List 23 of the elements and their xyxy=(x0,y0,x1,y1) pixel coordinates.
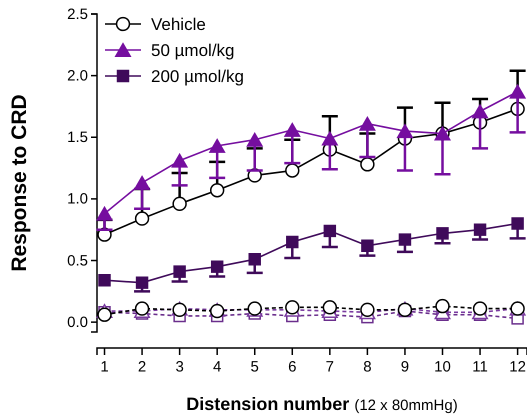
legend-label: 50 µmol/kg xyxy=(151,40,234,60)
x-tick-label: 1 xyxy=(100,358,109,376)
y-tick-label: 1.0 xyxy=(67,190,88,208)
x-tick-label: 12 xyxy=(509,358,526,376)
y-tick-label: 2.0 xyxy=(67,67,88,84)
x-tick-label: 5 xyxy=(250,358,259,376)
y-axis-title: Response to CRD xyxy=(8,94,31,272)
x-tick-label: 2 xyxy=(138,358,146,376)
x-tick-label: 8 xyxy=(363,358,372,376)
x-tick-label: 9 xyxy=(400,358,410,376)
y-tick-label: 0.0 xyxy=(67,314,88,331)
x-tick-label: 6 xyxy=(288,358,296,376)
legend-label: 200 µmol/kg xyxy=(151,66,244,86)
x-tick-label: 11 xyxy=(472,358,488,376)
x-axis-title: Distension number (12 x 80mmHg) xyxy=(186,394,458,414)
x-tick-label: 3 xyxy=(175,358,184,376)
x-tick-label: 10 xyxy=(434,358,451,376)
y-tick-label: 0.5 xyxy=(67,252,88,270)
y-tick-label: 2.5 xyxy=(67,6,88,23)
x-tick-label: 4 xyxy=(213,358,222,376)
x-tick-label: 7 xyxy=(326,358,334,376)
legend-label: Vehicle xyxy=(151,14,206,34)
y-tick-label: 1.5 xyxy=(67,129,88,146)
